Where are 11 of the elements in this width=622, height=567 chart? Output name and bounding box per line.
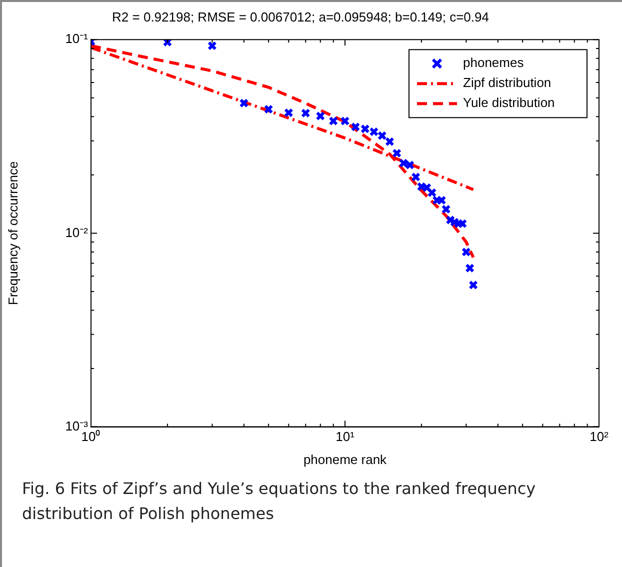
- chart-title: R2 = 0.92198; RMSE = 0.0067012; a=0.095948; b=0.149; c=0.94: [112, 9, 489, 24]
- legend-label: Zipf distribution: [463, 75, 552, 90]
- legend-label: Yule distribution: [463, 95, 555, 110]
- legend-label: phonemes: [463, 55, 524, 70]
- x-tick-label: 10²: [590, 429, 610, 444]
- x-tick-label: 10¹: [336, 429, 356, 444]
- x-axis-title: phoneme rank: [303, 452, 388, 467]
- y-tick-label: 10⁻²: [65, 224, 89, 240]
- y-axis-title: Frequency of occurrence: [5, 161, 20, 306]
- caption: Fig. 6 Fits of Zipf’s and Yule’s equations to the ranked frequency distribution of Polish phonemes: [22, 478, 537, 525]
- y-tick-label: 10⁻¹: [65, 31, 89, 46]
